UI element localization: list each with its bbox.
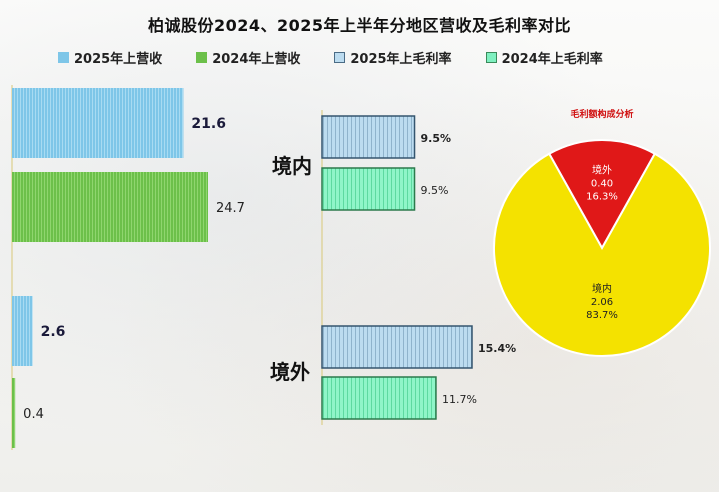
region-label-domestic: 境内 [272, 154, 312, 178]
pie-slice-label: 境内 [592, 282, 612, 295]
legend-item-2024-margin: 2024年上毛利率 [485, 48, 603, 67]
legend-swatch [334, 52, 346, 63]
margin-data-label: 11.7% [442, 393, 477, 406]
pie-title: 毛利额构成分析 [570, 108, 633, 120]
revenue-data-label: 21.6 [191, 116, 226, 132]
revenue-bar [12, 378, 16, 448]
legend-label: 2024年上毛利率 [501, 52, 603, 67]
legend-item-2025-margin: 2025年上毛利率 [334, 48, 452, 67]
margin-bar [321, 376, 437, 420]
pie-slice [547, 139, 657, 251]
margin-bar [321, 167, 416, 211]
pie-slice-value: 2.06 [591, 297, 613, 308]
revenue-data-label: 0.4 [23, 407, 44, 422]
legend-label: 2025年上营收 [74, 52, 163, 67]
legend-label: 2024年上营收 [212, 52, 301, 67]
chart-title: 柏诚股份2024、2025年上半年分地区营收及毛利率对比 [147, 16, 572, 35]
margin-bar [321, 325, 473, 369]
legend-swatch [58, 52, 69, 63]
margin-data-label: 15.4% [478, 342, 516, 355]
margin-data-label: 9.5% [421, 132, 452, 145]
pie-slice-value: 0.40 [591, 178, 613, 189]
pie-slice-percent: 16.3% [586, 191, 618, 202]
region-label-overseas: 境外 [270, 360, 310, 384]
margin-data-label: 9.5% [421, 184, 449, 197]
revenue-bar [12, 296, 33, 366]
revenue-bar [12, 88, 184, 158]
pie-slice [493, 152, 711, 358]
legend-swatch [485, 52, 497, 63]
margin-bar [321, 115, 416, 159]
revenue-data-label: 2.6 [41, 324, 66, 340]
revenue-bar [12, 172, 208, 242]
legend: 2025年上营收 2024年上营收 2025年上毛利率 2024年上毛利率 [58, 48, 603, 67]
legend-item-2025-revenue: 2025年上营收 [58, 48, 162, 67]
pie-slice-percent: 83.7% [586, 310, 618, 321]
legend-item-2024-revenue: 2024年上营收 [196, 48, 300, 67]
legend-swatch [196, 52, 208, 63]
revenue-data-label: 24.7 [216, 201, 245, 216]
legend-label: 2025年上毛利率 [350, 52, 452, 67]
pie-slice-label: 境外 [592, 163, 612, 176]
